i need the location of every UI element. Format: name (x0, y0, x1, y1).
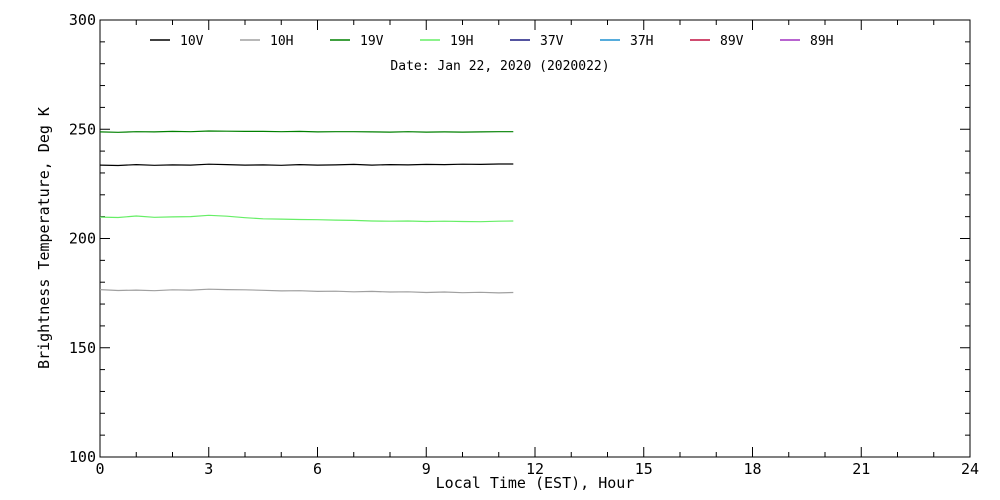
y-tick-label: 150 (69, 339, 96, 357)
legend-label: 37H (630, 34, 653, 49)
series-line-19v (99, 130, 514, 133)
series-line-10v (99, 163, 514, 167)
y-tick-label: 200 (69, 230, 96, 248)
x-tick-label: 21 (852, 460, 870, 478)
x-tick-label: 12 (526, 460, 544, 478)
x-tick-label: 15 (635, 460, 653, 478)
x-axis: 0 3 6 9 12 15 18 21 24 (95, 20, 979, 478)
series-lines (99, 130, 514, 294)
legend-label: 37V (540, 34, 564, 49)
legend-label: 89V (720, 34, 744, 49)
x-tick-label: 18 (743, 460, 761, 478)
x-axis-title: Local Time (EST), Hour (436, 474, 635, 492)
minor-ticks (100, 20, 970, 457)
y-tick-label: 300 (69, 11, 96, 29)
y-tick-label: 100 (69, 448, 96, 466)
legend-label: 89H (810, 34, 833, 49)
date-subtitle: Date: Jan 22, 2020 (2020022) (390, 59, 609, 74)
x-tick-label: 3 (204, 460, 213, 478)
legend-label: 10V (180, 34, 204, 49)
x-tick-label: 6 (313, 460, 322, 478)
plot-frame (99, 19, 971, 458)
y-tick-label: 250 (69, 120, 96, 138)
x-tick-label: 24 (961, 460, 979, 478)
legend-label: 19H (450, 34, 473, 49)
legend-label: 10H (270, 34, 293, 49)
y-axis: 100 150 200 250 300 (69, 11, 970, 466)
x-tick-label: 9 (422, 460, 431, 478)
x-tick-label: 0 (95, 460, 104, 478)
legend: 10V 10H 19V 19H 37V 37H 89V 89H (150, 34, 833, 49)
series-line-10h (99, 288, 514, 294)
y-axis-title: Brightness Temperature, Deg K (35, 107, 53, 369)
legend-label: 19V (360, 34, 384, 49)
series-line-19h (99, 214, 514, 223)
